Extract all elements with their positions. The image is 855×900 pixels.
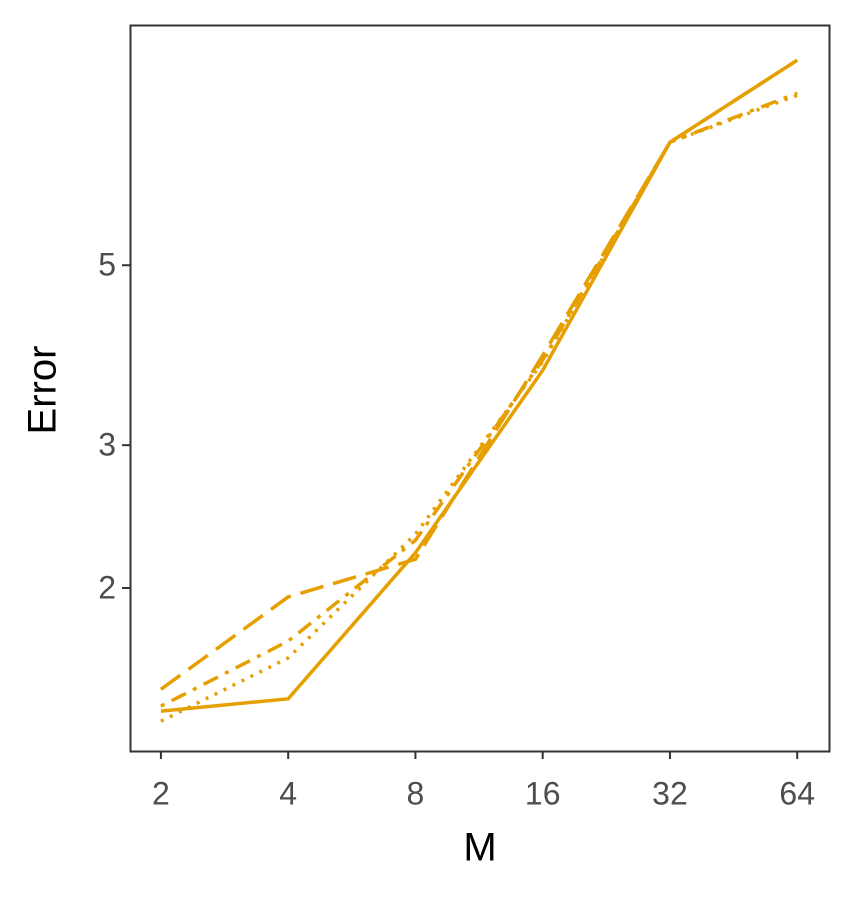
x-tick-label: 64 bbox=[779, 775, 815, 811]
series-line bbox=[160, 58, 799, 713]
series-line bbox=[160, 91, 798, 708]
y-tick-label: 2 bbox=[98, 569, 116, 605]
x-tick-label: 16 bbox=[525, 775, 561, 811]
plot-border bbox=[129, 24, 831, 753]
x-axis-title: M bbox=[463, 826, 496, 870]
series-line bbox=[159, 58, 799, 691]
x-tick-label: 32 bbox=[652, 775, 688, 811]
series-line bbox=[160, 93, 798, 723]
x-tick-label: 2 bbox=[152, 775, 170, 811]
x-tick-label: 8 bbox=[407, 775, 425, 811]
y-axis-title: Error bbox=[21, 346, 65, 435]
y-tick-label: 3 bbox=[98, 427, 116, 463]
x-tick-label: 4 bbox=[279, 775, 297, 811]
y-tick-label: 5 bbox=[98, 247, 116, 283]
